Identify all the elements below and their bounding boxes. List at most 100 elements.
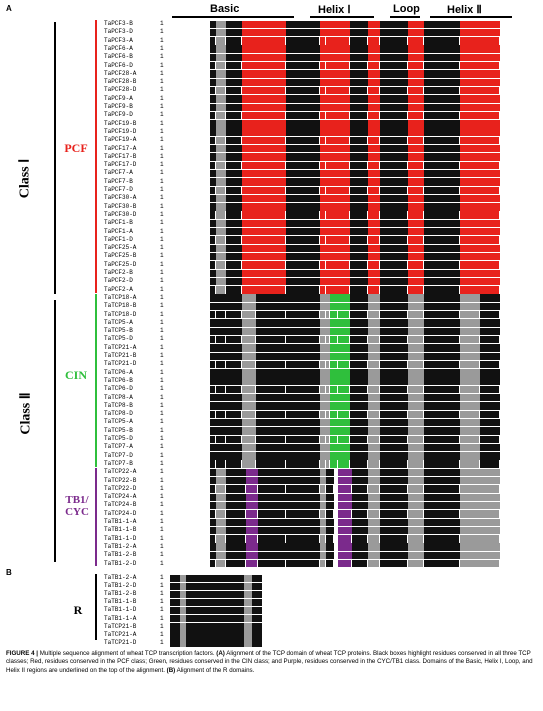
sequence-name: TaPCF28-A <box>104 69 137 77</box>
shading-block <box>408 86 423 95</box>
shading-block <box>460 477 500 485</box>
shading-block <box>368 20 380 28</box>
shading-block <box>460 161 499 170</box>
shading-block <box>216 194 226 203</box>
shading-block <box>286 560 319 568</box>
shading-block <box>286 103 320 111</box>
shading-block <box>320 335 325 344</box>
shading-block <box>246 551 258 560</box>
shading-block <box>380 369 408 377</box>
shading-block <box>338 526 352 535</box>
shading-block <box>210 261 215 269</box>
sequence-name: TaTB1-2-D <box>104 559 137 567</box>
shading-block <box>460 37 499 45</box>
alignment-shading <box>170 543 500 551</box>
shading-block <box>242 418 256 427</box>
shading-block <box>408 435 423 443</box>
shading-block <box>368 178 380 186</box>
shading-block <box>480 410 499 419</box>
sequence-name: TaTCP5-A <box>104 318 133 326</box>
alignment-shading <box>170 128 500 136</box>
shading-block <box>216 286 225 294</box>
shading-block <box>350 136 367 145</box>
shading-block <box>210 468 216 477</box>
shading-block <box>320 501 326 510</box>
alignment-shading <box>170 402 500 410</box>
shading-block <box>380 435 407 443</box>
sequence-start: 1 <box>160 94 164 102</box>
shading-block <box>320 452 326 460</box>
shading-block <box>352 551 368 560</box>
shading-block <box>242 228 286 236</box>
sequence-start: 1 <box>160 393 164 401</box>
shading-block <box>350 128 368 136</box>
shading-block <box>326 485 333 493</box>
shading-block <box>216 560 225 568</box>
sequence-start: 1 <box>160 53 164 61</box>
shading-block <box>256 352 286 360</box>
shading-block <box>380 468 408 477</box>
shading-block <box>326 518 334 526</box>
shading-block <box>210 95 216 103</box>
shading-block <box>408 394 424 402</box>
alignment-shading <box>170 327 500 336</box>
shading-block <box>320 186 325 194</box>
shading-block <box>326 344 330 352</box>
shading-block <box>226 360 241 369</box>
shading-block <box>408 468 424 477</box>
shading-block <box>408 344 424 352</box>
shading-block <box>338 460 349 468</box>
shading-block <box>424 53 460 62</box>
shading-block <box>368 252 380 261</box>
shading-block <box>180 631 186 639</box>
shading-block <box>424 120 460 128</box>
shading-block <box>216 20 226 28</box>
shading-block <box>216 103 226 111</box>
alignment-shading <box>170 203 500 211</box>
shading-block <box>380 136 407 145</box>
shading-block <box>242 219 286 228</box>
shading-block <box>408 269 424 277</box>
shading-block <box>460 485 499 493</box>
sequence-name: TaPCF7-A <box>104 169 133 177</box>
shading-block <box>460 145 500 153</box>
shading-block <box>286 153 320 161</box>
shading-block <box>326 477 334 485</box>
shading-block <box>424 252 460 261</box>
shading-block <box>460 385 479 394</box>
shading-block <box>408 53 424 62</box>
shading-block <box>244 582 252 591</box>
shading-block <box>368 551 380 560</box>
shading-block <box>368 452 380 460</box>
sequence-name: TaTB1-2-B <box>104 590 137 598</box>
shading-block <box>180 574 186 582</box>
r-alignment-shading <box>170 606 270 615</box>
shading-block <box>408 261 423 269</box>
shading-block <box>380 95 408 103</box>
shading-block <box>480 352 500 360</box>
shading-block <box>320 477 326 485</box>
shading-block <box>460 294 480 302</box>
shading-block <box>210 327 216 336</box>
shading-block <box>330 369 338 377</box>
shading-block <box>320 369 326 377</box>
alignment-shading <box>170 385 499 394</box>
shading-block <box>352 526 368 535</box>
shading-block <box>286 261 319 269</box>
shading-block <box>368 203 380 211</box>
shading-block <box>408 518 424 526</box>
alignment-shading <box>170 518 500 526</box>
shading-block <box>408 477 424 485</box>
shading-block <box>210 37 215 45</box>
shading-block <box>480 335 499 344</box>
shading-block <box>210 319 216 327</box>
shading-block <box>216 518 226 526</box>
r-alignment-row: TaTB1-1-B 1 <box>104 598 524 607</box>
shading-block <box>368 394 380 402</box>
shading-block <box>210 335 215 344</box>
sequence-name: TaPCF19-D <box>104 127 137 135</box>
shading-block <box>320 327 326 336</box>
shading-block <box>326 360 329 369</box>
shading-block <box>350 369 368 377</box>
shading-block <box>286 211 319 219</box>
